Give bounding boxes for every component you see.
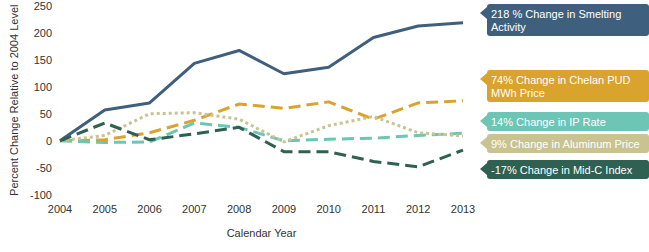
svg-text:2008: 2008: [227, 203, 251, 215]
svg-text:Activity: Activity: [491, 21, 526, 33]
svg-text:0: 0: [46, 135, 52, 147]
svg-text:9% Change in Aluminum Price: 9% Change in Aluminum Price: [491, 138, 640, 150]
svg-text:-17% Change in Mid-C Index: -17% Change in Mid-C Index: [491, 164, 633, 176]
svg-text:50: 50: [40, 108, 52, 120]
svg-text:14% Change in IP Rate: 14% Change in IP Rate: [491, 116, 606, 128]
svg-text:100: 100: [34, 81, 52, 93]
svg-text:2006: 2006: [137, 203, 161, 215]
svg-text:2005: 2005: [93, 203, 117, 215]
svg-text:2012: 2012: [406, 203, 430, 215]
svg-text:2009: 2009: [272, 203, 296, 215]
svg-text:-100: -100: [30, 189, 52, 201]
svg-text:2011: 2011: [362, 203, 386, 215]
svg-text:200: 200: [34, 27, 52, 39]
svg-text:218 % Change in Smelting: 218 % Change in Smelting: [491, 8, 624, 20]
svg-text:Calendar Year: Calendar Year: [227, 227, 297, 239]
svg-text:250: 250: [34, 0, 52, 12]
svg-text:-50: -50: [36, 162, 52, 174]
svg-text:2004: 2004: [48, 203, 72, 215]
svg-text:2007: 2007: [182, 203, 206, 215]
svg-text:2010: 2010: [316, 203, 340, 215]
svg-text:Percent Change Relative to 200: Percent Change Relative to 2004 Level: [8, 5, 20, 196]
svg-text:2013: 2013: [451, 203, 475, 215]
svg-text:MWh Price: MWh Price: [491, 87, 545, 99]
svg-text:150: 150: [34, 54, 52, 66]
svg-text:74% Change in Chelan PUD: 74% Change in Chelan PUD: [491, 74, 633, 86]
